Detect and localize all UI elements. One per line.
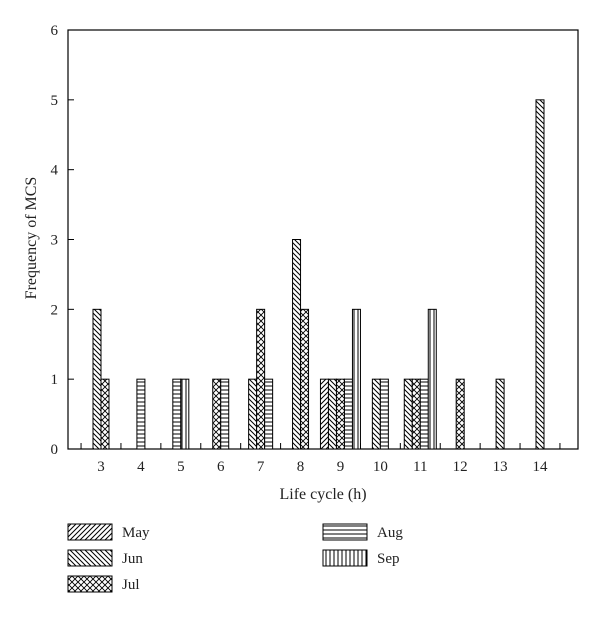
bar-sep-9 (351, 308, 361, 450)
y-tick-label: 2 (51, 302, 59, 318)
x-tick-label: 10 (373, 459, 388, 475)
x-tick-label: 9 (337, 459, 345, 475)
x-tick-label: 13 (493, 459, 508, 475)
y-axis-title: Frequency of MCS (23, 177, 40, 300)
legend: May Jun Jul Aug Sep (67, 523, 403, 593)
bar-aug-6 (220, 378, 230, 450)
bar-jul-6 (212, 378, 222, 450)
bar-jun-7 (248, 378, 258, 450)
legend-swatch-sep (322, 549, 368, 567)
x-tick-label: 11 (413, 459, 427, 475)
legend-label-may: May (122, 525, 150, 541)
bar-jul-7 (256, 308, 266, 450)
bar-aug-4 (136, 378, 146, 450)
legend-swatch-may (67, 523, 113, 541)
x-tick-label: 8 (297, 459, 305, 475)
y-tick-label: 1 (51, 372, 59, 388)
legend-swatch-jun (67, 549, 113, 567)
y-tick-label: 3 (51, 233, 59, 249)
bar-jun-13 (495, 378, 505, 450)
x-tick-label: 4 (137, 459, 145, 475)
y-tick-label: 6 (51, 23, 59, 39)
legend-label-sep: Sep (377, 551, 400, 567)
bar-jun-11 (403, 378, 413, 450)
bar-sep-5 (180, 378, 190, 450)
legend-swatch-jul (67, 575, 113, 593)
bars (92, 99, 545, 450)
bar-sep-11 (427, 308, 437, 450)
legend-swatch-aug (322, 523, 368, 541)
bar-aug-5 (172, 378, 182, 450)
bar-jun-8 (292, 239, 302, 450)
x-axis: 3 4 5 6 7 8 9 10 11 12 13 14 (80, 443, 561, 475)
bar-aug-7 (264, 378, 274, 450)
bar-jun-14 (535, 99, 545, 450)
bar-jul-12 (455, 378, 465, 450)
y-axis: 0 1 2 3 4 5 6 (51, 23, 74, 458)
bar-jul-9 (335, 378, 345, 450)
bar-aug-10 (379, 378, 389, 450)
y-tick-label: 4 (51, 163, 59, 179)
y-tick-label: 5 (51, 93, 59, 109)
x-tick-label: 14 (533, 459, 549, 475)
bar-aug-9 (343, 378, 353, 450)
x-axis-title: Life cycle (h) (279, 486, 366, 503)
bar-aug-11 (419, 378, 429, 450)
legend-label-aug: Aug (377, 525, 403, 541)
bar-jun-9 (327, 378, 337, 450)
bar-may-9 (319, 378, 329, 450)
legend-label-jul: Jul (122, 577, 140, 593)
bar-jul-3 (100, 378, 110, 450)
x-tick-label: 7 (257, 459, 265, 475)
bar-jun-3 (92, 308, 102, 450)
bar-jul-8 (300, 308, 310, 450)
legend-label-jun: Jun (122, 551, 143, 567)
x-tick-label: 6 (217, 459, 225, 475)
bar-jun-10 (371, 378, 381, 450)
x-tick-label: 5 (177, 459, 185, 475)
x-tick-label: 3 (97, 459, 105, 475)
x-tick-label: 12 (453, 459, 468, 475)
y-tick-label: 0 (51, 442, 59, 458)
bar-jul-11 (411, 378, 421, 450)
